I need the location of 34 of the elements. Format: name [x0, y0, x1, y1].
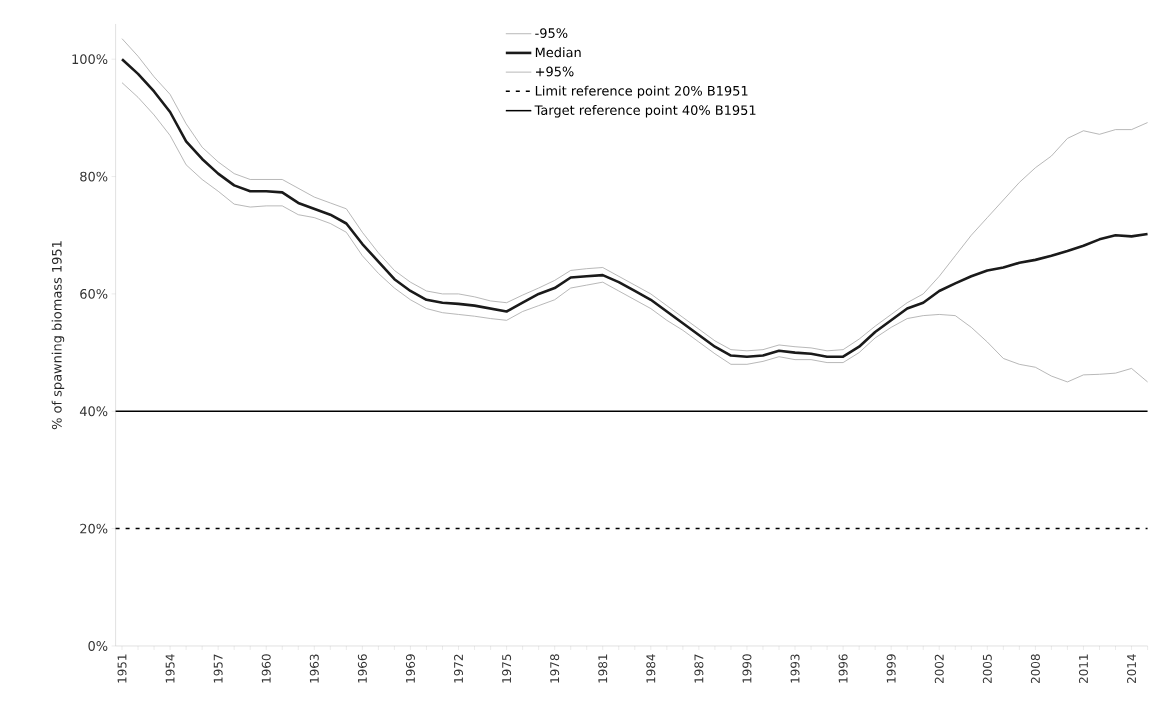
y-tick-label: 80% — [80, 171, 108, 182]
x-tick-label: 1960 — [261, 654, 271, 683]
legend-label: Target reference point 40% B1951 — [534, 104, 756, 118]
y-tick-label: 0% — [88, 641, 108, 651]
y-axis-title: % of spawning biomass 1951 — [51, 241, 65, 430]
y-tick-label: 60% — [80, 289, 108, 299]
x-tick-label: 1951 — [117, 654, 127, 683]
x-tick-label: 1966 — [357, 654, 367, 683]
x-tick-label: 1987 — [694, 654, 704, 683]
y-tick-label: 40% — [79, 406, 108, 417]
x-tick-label: 2008 — [1030, 654, 1040, 684]
x-tick-label: 1963 — [309, 654, 319, 683]
x-tick-label: 1993 — [790, 654, 800, 683]
x-tick-label: 1990 — [742, 654, 752, 683]
x-tick-label: 1999 — [886, 654, 896, 683]
x-tick-label: 2011 — [1078, 654, 1088, 684]
x-tick-label: 1975 — [502, 654, 512, 683]
x-tick-label: 1957 — [213, 654, 223, 683]
x-tick-label: 1978 — [550, 654, 560, 683]
legend-label: Median — [535, 47, 581, 58]
x-tick-label: 1996 — [838, 654, 848, 683]
x-tick-label: 1969 — [405, 654, 415, 683]
y-tick-label: 20% — [80, 523, 108, 534]
legend-label: +95% — [535, 66, 574, 77]
legend-label: Limit reference point 20% B1951 — [535, 85, 748, 99]
x-tick-label: 1954 — [165, 654, 175, 683]
x-tick-label: 2014 — [1127, 654, 1137, 684]
x-tick-label: 1972 — [454, 654, 464, 683]
x-tick-label: 2005 — [982, 654, 992, 684]
x-tick-label: 1984 — [646, 654, 656, 683]
y-tick-label: 100% — [72, 54, 108, 65]
x-tick-label: 2002 — [934, 654, 944, 684]
x-tick-label: 1981 — [598, 654, 608, 683]
legend-label: -95% — [535, 28, 568, 38]
